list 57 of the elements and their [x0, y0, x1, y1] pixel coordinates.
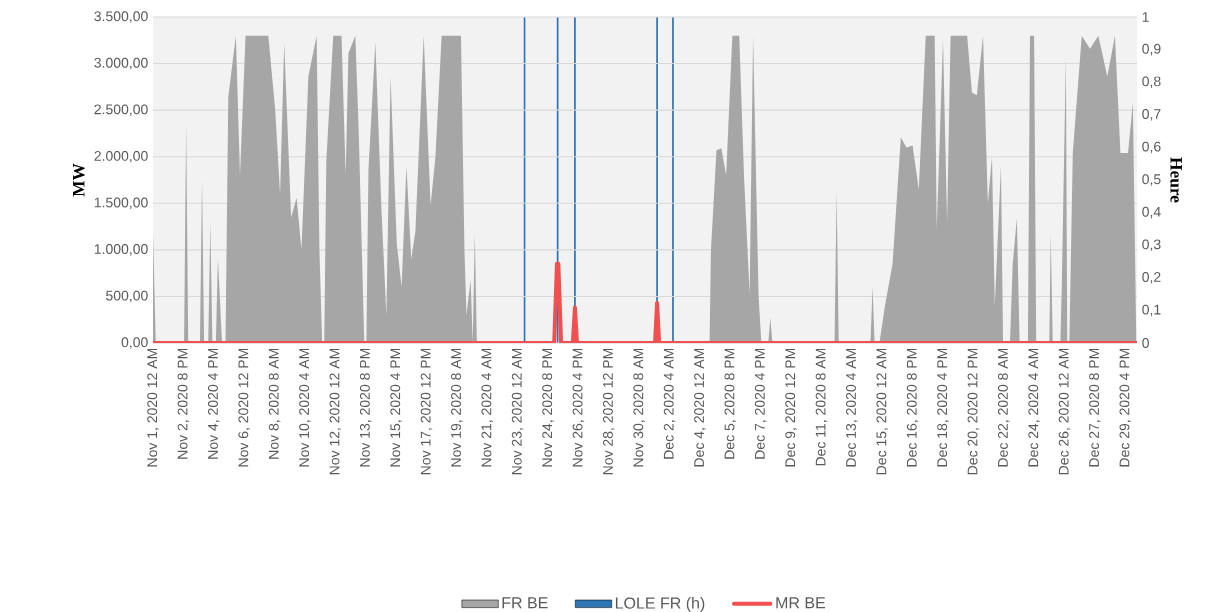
- x-tick-label: Nov 19, 2020 8 AM: [451, 348, 463, 467]
- x-tick-label: Nov 10, 2020 4 AM: [299, 348, 311, 467]
- x-tick-label: Dec 18, 2020 4 PM: [937, 348, 949, 467]
- y2-tick-label: 0,1: [1142, 304, 1161, 317]
- y2-tick-label: 0,6: [1142, 141, 1161, 154]
- x-tick-label: Dec 4, 2020 12 AM: [694, 348, 706, 467]
- y-tick-label: 1.500,00: [94, 197, 148, 210]
- x-tick-label: Dec 20, 2020 12 PM: [967, 348, 980, 475]
- x-tick-label: Nov 24, 2020 8 PM: [542, 348, 554, 467]
- x-tick-label: Nov 30, 2020 8 AM: [633, 348, 645, 467]
- x-tick-label: Dec 11, 2020 8 AM: [815, 348, 828, 466]
- x-tick-label: Nov 26, 2020 4 PM: [572, 348, 585, 467]
- y-axis-title: MW: [73, 163, 85, 197]
- x-tick-label: Dec 22, 2020 8 AM: [997, 348, 1010, 467]
- y-tick-label: 2.500,00: [94, 104, 148, 116]
- y2-tick-label: 0: [1142, 338, 1149, 348]
- x-tick-label: Nov 4, 2020 4 PM: [208, 348, 220, 459]
- x-tick-label: Dec 7, 2020 4 PM: [754, 348, 767, 459]
- x-tick-label: Dec 24, 2020 4 AM: [1028, 348, 1040, 467]
- legend-label: FR BE: [502, 597, 548, 609]
- x-tick-label: Nov 15, 2020 4 PM: [390, 348, 402, 467]
- y-tick-label: 1.000,00: [94, 244, 148, 256]
- x-tick-label: Dec 15, 2020 12 AM: [876, 348, 888, 475]
- y-tick-label: 3.000,00: [94, 57, 148, 70]
- y2-tick-label: 0,3: [1142, 239, 1161, 251]
- y2-tick-label: 1: [1142, 12, 1149, 22]
- y2-axis-title: Heure: [1170, 157, 1182, 203]
- y-tick-label: 3.500,00: [94, 11, 148, 23]
- y-tick-label: 0,00: [121, 337, 148, 349]
- x-tick-label: Dec 16, 2020 8 PM: [906, 348, 919, 467]
- x-tick-label: Dec 29, 2020 4 PM: [1119, 348, 1132, 467]
- x-tick-label: Nov 6, 2020 12 PM: [238, 348, 250, 467]
- x-tick-label: Dec 27, 2020 8 PM: [1089, 348, 1101, 467]
- y2-tick-label: 0,5: [1142, 174, 1161, 186]
- y-tick-label: 2.000,00: [94, 150, 148, 163]
- x-tick-label: Nov 17, 2020 12 PM: [420, 348, 433, 475]
- y-tick-label: 500,00: [106, 290, 148, 303]
- legend-label: LOLE FR (h): [615, 597, 705, 612]
- y2-tick-label: 0,2: [1142, 272, 1161, 284]
- x-tick-label: Nov 23, 2020 12 AM: [511, 348, 524, 475]
- x-tick-label: Nov 13, 2020 8 PM: [359, 348, 372, 467]
- x-tick-label: Dec 26, 2020 12 AM: [1058, 348, 1071, 475]
- x-tick-label: Nov 12, 2020 12 AM: [329, 348, 342, 475]
- x-tick-label: Dec 13, 2020 4 AM: [846, 348, 858, 467]
- y2-tick-label: 0,9: [1142, 43, 1161, 56]
- y2-tick-label: 0,8: [1142, 76, 1161, 88]
- x-tick-label: Nov 21, 2020 4 AM: [481, 348, 494, 467]
- y2-tick-label: 0,4: [1142, 206, 1161, 219]
- x-tick-label: Dec 2, 2020 4 AM: [663, 348, 676, 459]
- x-tick-label: Nov 8, 2020 8 AM: [268, 348, 281, 459]
- y2-tick-label: 0,7: [1142, 109, 1161, 121]
- legend-label: MR BE: [776, 597, 826, 609]
- x-tick-label: Dec 5, 2020 8 PM: [724, 348, 737, 459]
- x-tick-label: Nov 2, 2020 8 PM: [177, 348, 190, 459]
- x-tick-label: Nov 1, 2020 12 AM: [147, 348, 159, 467]
- x-tick-label: Dec 9, 2020 12 PM: [785, 348, 797, 467]
- x-tick-label: Nov 28, 2020 12 PM: [602, 348, 615, 475]
